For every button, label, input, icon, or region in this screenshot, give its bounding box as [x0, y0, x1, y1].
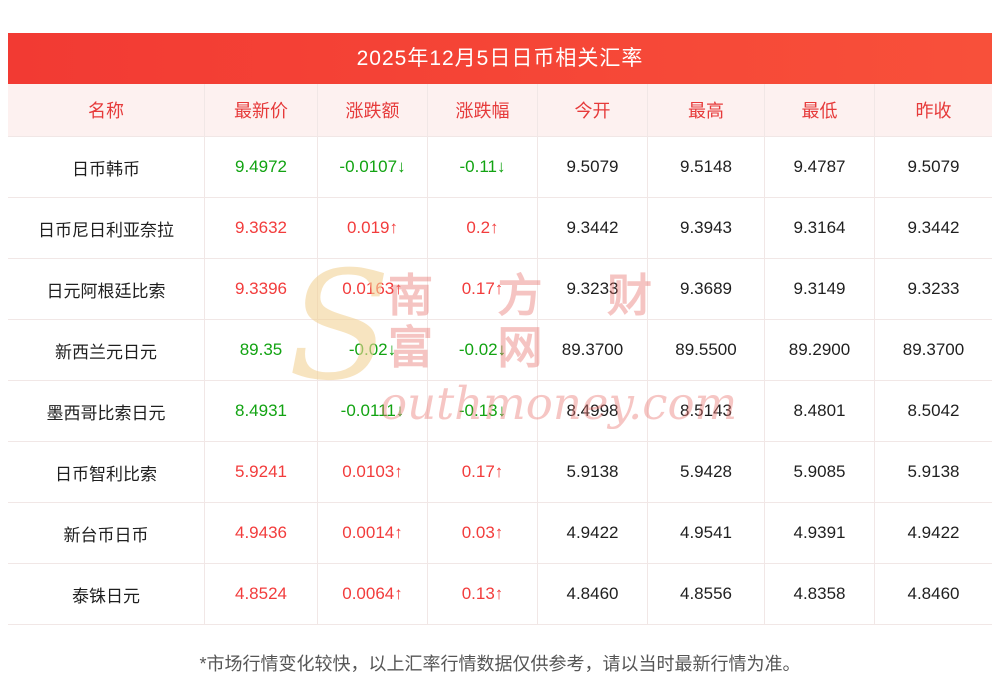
currency-pair-name: 日币智利比索 — [8, 442, 205, 503]
latest-value: 9.3396 — [205, 259, 318, 320]
high-value: 5.9428 — [648, 442, 765, 503]
page-title: 2025年12月5日日币相关汇率 — [8, 33, 992, 84]
change-pct-value: -0.02↓ — [428, 320, 538, 381]
change-value: 0.019↑ — [318, 198, 428, 259]
low-value: 5.9085 — [765, 442, 875, 503]
latest-value: 4.9436 — [205, 503, 318, 564]
currency-pair-name: 日币尼日利亚奈拉 — [8, 198, 205, 259]
change-value: 0.0014↑ — [318, 503, 428, 564]
latest-value: 4.8524 — [205, 564, 318, 625]
latest-value: 8.4931 — [205, 381, 318, 442]
high-value: 9.5148 — [648, 137, 765, 198]
change-pct-value: 0.17↑ — [428, 442, 538, 503]
table-row: 日币韩币 9.4972 -0.0107↓ -0.11↓ 9.5079 9.5148 9.47… — [8, 137, 992, 198]
change-pct-value: -0.11↓ — [428, 137, 538, 198]
prev-close-value: 89.3700 — [875, 320, 992, 381]
table-row: 日元阿根廷比索 9.3396 0.0163↑ 0.17↑ 9.3233 9.3689 9.3… — [8, 259, 992, 320]
low-value: 8.4801 — [765, 381, 875, 442]
currency-pair-name: 日币韩币 — [8, 137, 205, 198]
open-value: 9.3233 — [538, 259, 648, 320]
change-pct-value: 0.13↑ — [428, 564, 538, 625]
open-value: 5.9138 — [538, 442, 648, 503]
high-value: 8.5143 — [648, 381, 765, 442]
prev-close-value: 9.3442 — [875, 198, 992, 259]
high-value: 89.5500 — [648, 320, 765, 381]
column-header-6: 最低 — [765, 84, 875, 137]
column-header-5: 最高 — [648, 84, 765, 137]
open-value: 8.4998 — [538, 381, 648, 442]
currency-pair-name: 新西兰元日元 — [8, 320, 205, 381]
open-value: 9.5079 — [538, 137, 648, 198]
change-value: 0.0163↑ — [318, 259, 428, 320]
change-pct-value: 0.03↑ — [428, 503, 538, 564]
currency-pair-name: 墨西哥比索日元 — [8, 381, 205, 442]
change-pct-value: 0.17↑ — [428, 259, 538, 320]
latest-value: 89.35 — [205, 320, 318, 381]
change-value: 0.0064↑ — [318, 564, 428, 625]
low-value: 4.8358 — [765, 564, 875, 625]
table-row: 日币智利比索 5.9241 0.0103↑ 0.17↑ 5.9138 5.9428 5.90… — [8, 442, 992, 503]
column-header-1: 最新价 — [205, 84, 318, 137]
table-header-row: 名称 最新价 涨跌额 涨跌幅 今开 最高 最低 昨收 — [8, 84, 992, 137]
latest-value: 5.9241 — [205, 442, 318, 503]
open-value: 9.3442 — [538, 198, 648, 259]
change-pct-value: -0.13↓ — [428, 381, 538, 442]
currency-pair-name: 新台币日币 — [8, 503, 205, 564]
disclaimer-text: *市场行情变化较快，以上汇率行情数据仅供参考，请以当时最新行情为准。 — [199, 654, 801, 674]
prev-close-value: 9.5079 — [875, 137, 992, 198]
prev-close-value: 4.8460 — [875, 564, 992, 625]
high-value: 4.9541 — [648, 503, 765, 564]
table-row: 泰铢日元 4.8524 0.0064↑ 0.13↑ 4.8460 4.8556 4.8358… — [8, 564, 992, 625]
table-row: 新台币日币 4.9436 0.0014↑ 0.03↑ 4.9422 4.9541 4.939… — [8, 503, 992, 564]
table-row: 新西兰元日元 89.35 -0.02↓ -0.02↓ 89.3700 89.5500 89.… — [8, 320, 992, 381]
column-header-0: 名称 — [8, 84, 205, 137]
table-row: 日币尼日利亚奈拉 9.3632 0.019↑ 0.2↑ 9.3442 9.3943 9.31… — [8, 198, 992, 259]
latest-value: 9.4972 — [205, 137, 318, 198]
column-header-4: 今开 — [538, 84, 648, 137]
prev-close-value: 5.9138 — [875, 442, 992, 503]
low-value: 4.9391 — [765, 503, 875, 564]
prev-close-value: 4.9422 — [875, 503, 992, 564]
high-value: 4.8556 — [648, 564, 765, 625]
high-value: 9.3689 — [648, 259, 765, 320]
open-value: 4.8460 — [538, 564, 648, 625]
column-header-2: 涨跌额 — [318, 84, 428, 137]
low-value: 89.2900 — [765, 320, 875, 381]
table-body: 日币韩币 9.4972 -0.0107↓ -0.11↓ 9.5079 9.5148 9.47… — [8, 137, 992, 625]
column-header-3: 涨跌幅 — [428, 84, 538, 137]
low-value: 9.3149 — [765, 259, 875, 320]
change-pct-value: 0.2↑ — [428, 198, 538, 259]
currency-pair-name: 日元阿根廷比索 — [8, 259, 205, 320]
high-value: 9.3943 — [648, 198, 765, 259]
low-value: 9.4787 — [765, 137, 875, 198]
column-header-7: 昨收 — [875, 84, 992, 137]
change-value: -0.02↓ — [318, 320, 428, 381]
rates-table-container: 2025年12月5日日币相关汇率 名称 最新价 涨跌额 涨跌幅 今开 最高 最低 昨收 日币韩… — [8, 33, 992, 625]
open-value: 89.3700 — [538, 320, 648, 381]
change-value: -0.0107↓ — [318, 137, 428, 198]
low-value: 9.3164 — [765, 198, 875, 259]
latest-value: 9.3632 — [205, 198, 318, 259]
prev-close-value: 8.5042 — [875, 381, 992, 442]
change-value: 0.0103↑ — [318, 442, 428, 503]
prev-close-value: 9.3233 — [875, 259, 992, 320]
table-row: 墨西哥比索日元 8.4931 -0.0111↓ -0.13↓ 8.4998 8.5143 8… — [8, 381, 992, 442]
change-value: -0.0111↓ — [318, 381, 428, 442]
currency-pair-name: 泰铢日元 — [8, 564, 205, 625]
open-value: 4.9422 — [538, 503, 648, 564]
